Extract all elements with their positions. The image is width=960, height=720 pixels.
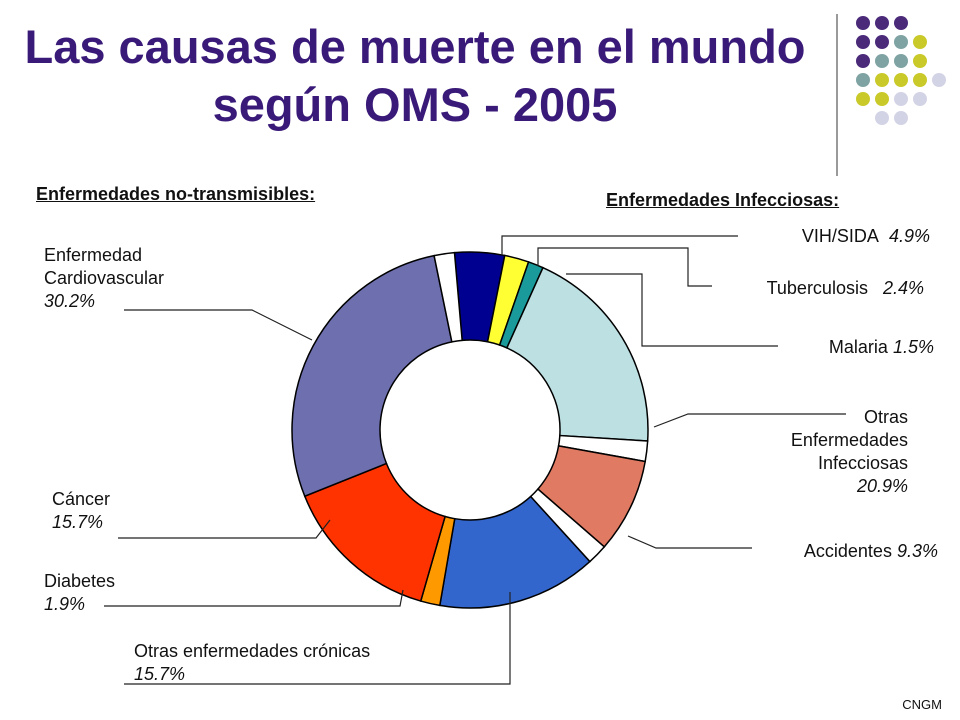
- decorative-dot: [932, 73, 946, 87]
- decorative-dot: [894, 16, 908, 30]
- label-otras-infecciosas: Otras Enfermedades Infecciosas 20.9%: [790, 407, 908, 496]
- decorative-dot: [856, 54, 870, 68]
- donut-slice-enfermedad-cardiovascular: [291, 254, 453, 498]
- section-heading-infectious: Enfermedades Infecciosas:: [606, 190, 840, 210]
- decorative-dot-grid: [854, 14, 958, 164]
- decorative-dot: [894, 54, 908, 68]
- label-otras-cronicas: Otras enfermedades crónicas 15.7%: [134, 641, 371, 684]
- leader-line: [501, 235, 738, 255]
- leader-line: [627, 535, 752, 549]
- title-divider: [836, 14, 838, 176]
- leader-line: [566, 273, 778, 347]
- decorative-dot: [913, 92, 927, 106]
- decorative-dot: [875, 92, 889, 106]
- donut-slice-otras-enfermedades-infecciosas: [505, 266, 649, 442]
- decorative-dot: [894, 92, 908, 106]
- decorative-dot: [913, 35, 927, 49]
- decorative-dot: [856, 16, 870, 30]
- donut-slice-gap: [433, 251, 463, 343]
- page-title: Las causas de muerte en el mundo según O…: [24, 20, 806, 131]
- leader-line: [104, 589, 404, 607]
- leader-line: [537, 247, 712, 287]
- decorative-dot: [856, 73, 870, 87]
- footer-credit: CNGM: [902, 697, 942, 712]
- label-vih: VIH/SIDA 4.9%: [801, 226, 930, 246]
- leader-line: [653, 413, 846, 428]
- decorative-dot: [875, 73, 889, 87]
- label-cardiovascular: Enfermedad Cardiovascular 30.2%: [44, 245, 165, 311]
- decorative-dot: [856, 35, 870, 49]
- label-malaria: Malaria 1.5%: [828, 337, 934, 357]
- decorative-dot: [894, 73, 908, 87]
- decorative-dot: [875, 16, 889, 30]
- label-accidentes: Accidentes 9.3%: [803, 541, 938, 561]
- decorative-dot: [894, 35, 908, 49]
- decorative-dot: [913, 54, 927, 68]
- label-tuberculosis: Tuberculosis 2.4%: [766, 278, 924, 298]
- decorative-dot: [913, 73, 927, 87]
- decorative-dot: [875, 54, 889, 68]
- decorative-dot: [875, 35, 889, 49]
- section-heading-noncommunicable: Enfermedades no-transmisibles:: [36, 184, 316, 204]
- decorative-dot: [856, 92, 870, 106]
- label-cancer: Cáncer 15.7%: [52, 489, 111, 532]
- leader-line: [118, 519, 331, 539]
- label-diabetes: Diabetes 1.9%: [44, 571, 116, 614]
- leader-line: [124, 592, 511, 685]
- decorative-dot: [875, 111, 889, 125]
- decorative-dot: [894, 111, 908, 125]
- leader-line: [124, 309, 313, 341]
